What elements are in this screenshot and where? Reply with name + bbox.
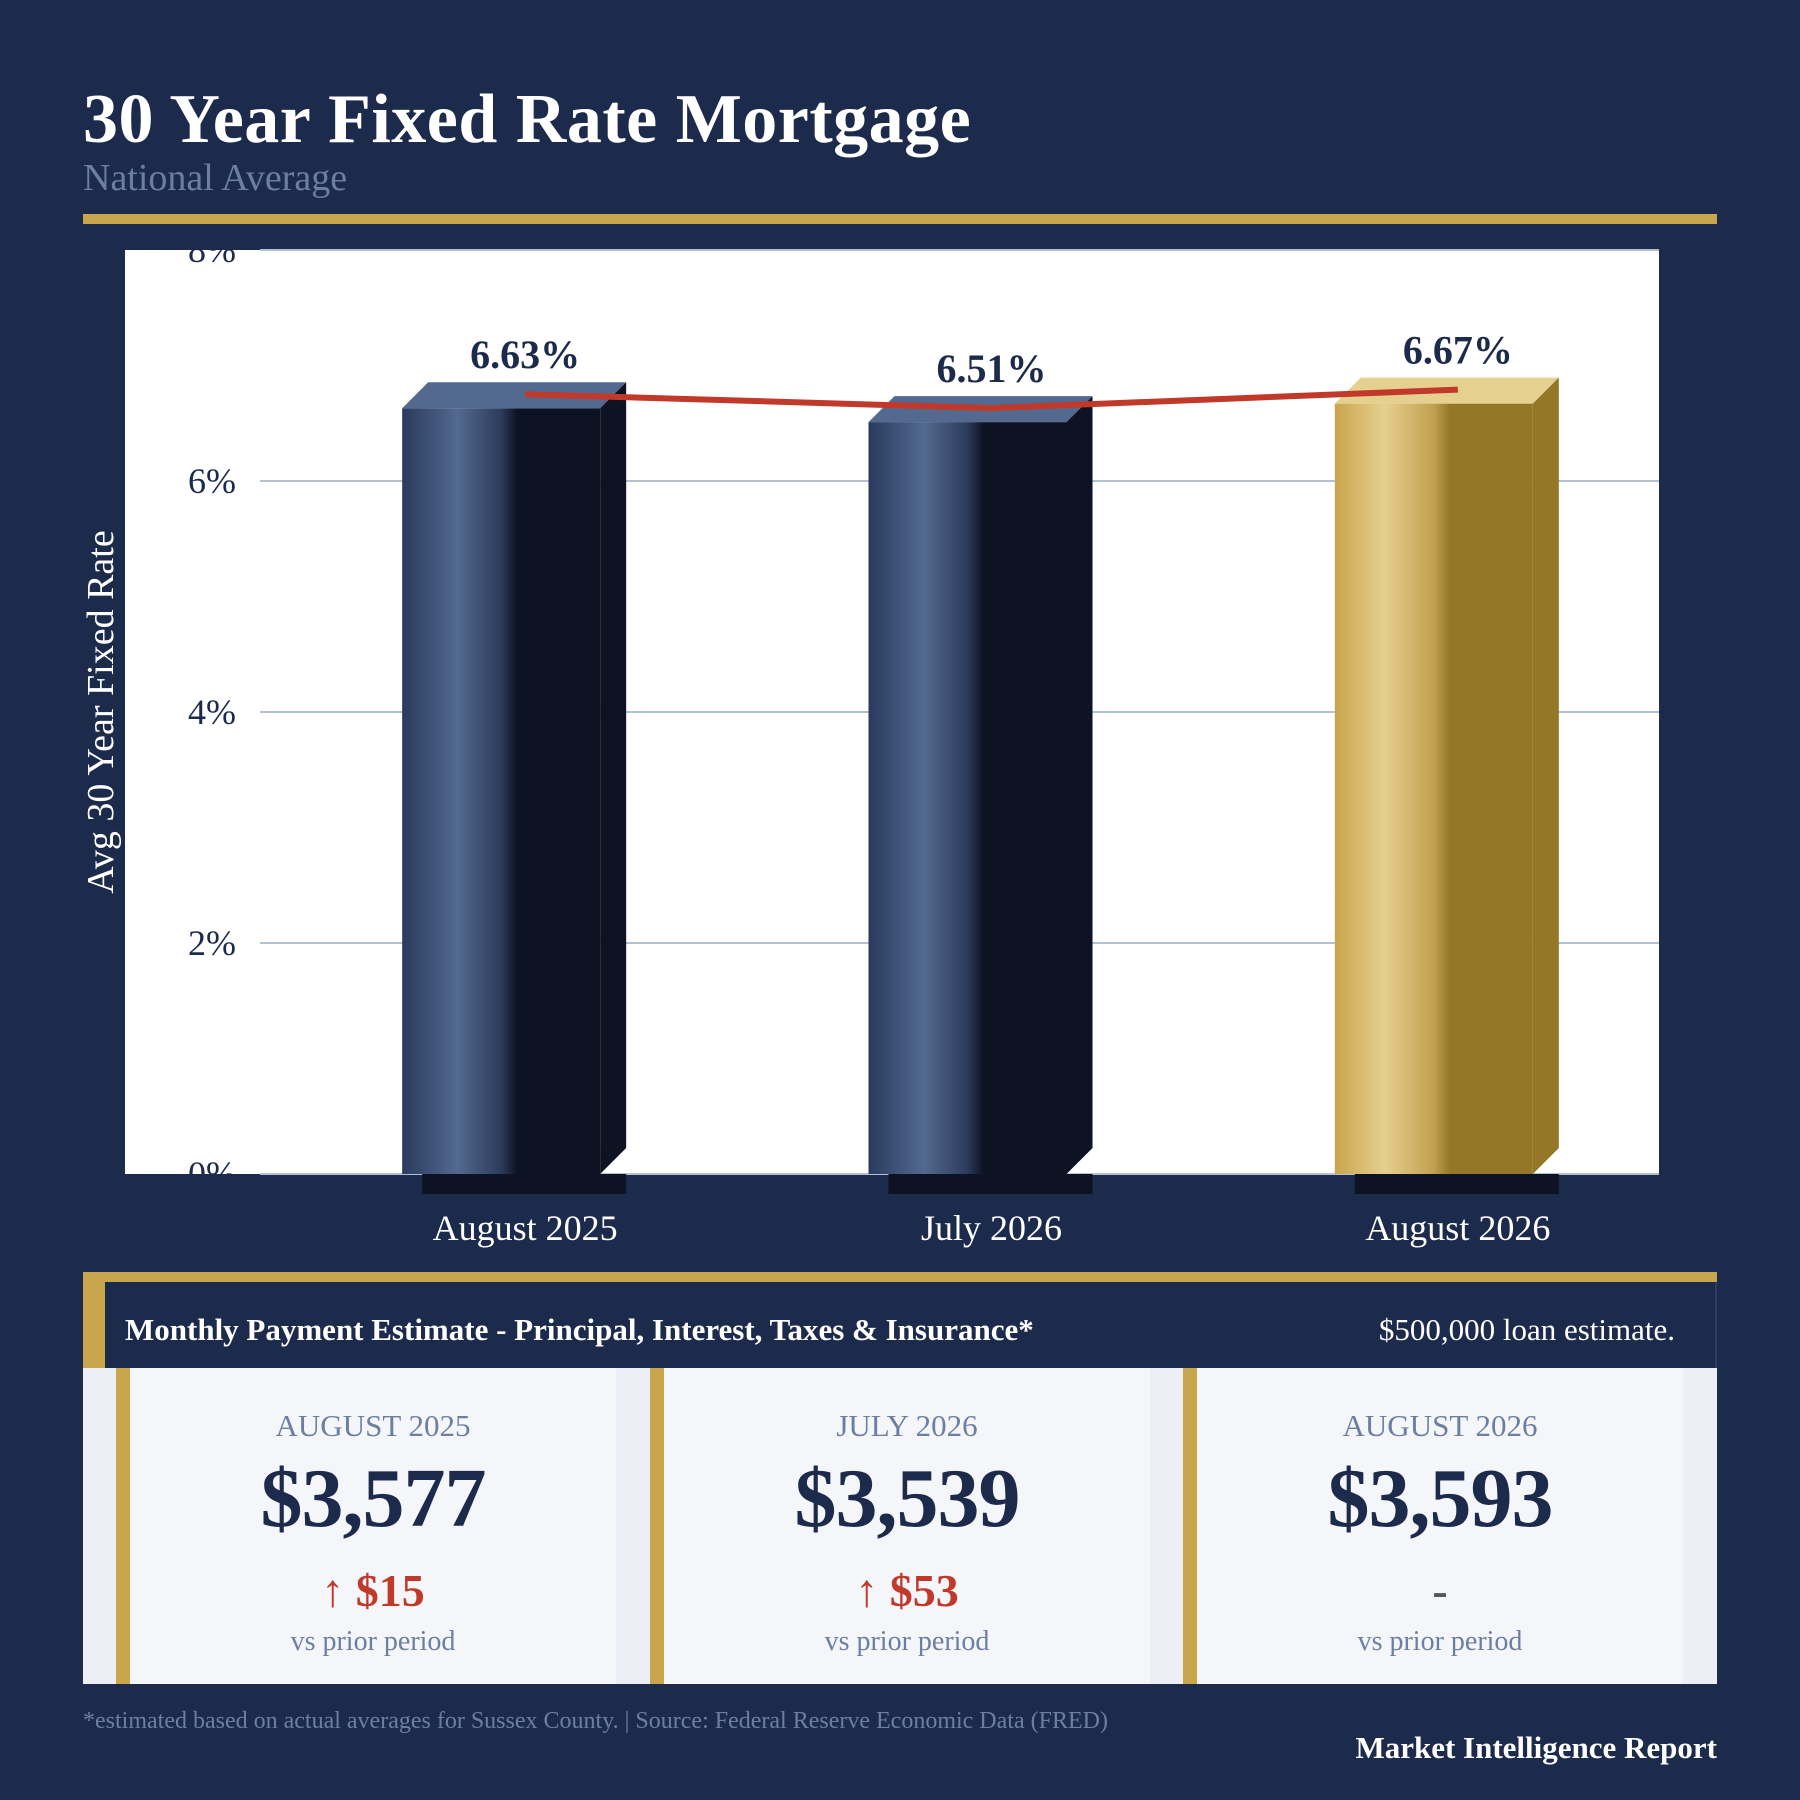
y-tick-label: 6% xyxy=(188,461,236,501)
bar-side xyxy=(1532,377,1559,1174)
bar xyxy=(868,396,1093,1194)
x-axis-labels: August 2025 July 2026 August 2026 xyxy=(433,1208,1551,1248)
footnote: *estimated based on actual averages for … xyxy=(83,1708,1108,1734)
page-title: 30 Year Fixed Rate Mortgage xyxy=(83,81,972,158)
y-axis-ticks: 0% 2% 4% 6% 8% xyxy=(188,230,236,1194)
brand-label: Market Intelligence Report xyxy=(1355,1730,1717,1765)
card-amount: $3,577 xyxy=(260,1452,487,1545)
title-divider xyxy=(83,214,1717,224)
x-tick-label: August 2026 xyxy=(1365,1208,1550,1248)
card-period: AUGUST 2026 xyxy=(1342,1408,1538,1443)
card-amount: $3,539 xyxy=(794,1452,1021,1545)
card-accent xyxy=(1183,1368,1197,1684)
bar xyxy=(1334,377,1559,1194)
bar-shadow xyxy=(888,1174,1093,1194)
card-change-label: vs prior period xyxy=(824,1626,990,1657)
bar-shadow xyxy=(1354,1174,1559,1194)
card-change: ↑ $15 xyxy=(321,1565,425,1616)
card-change: ↑ $53 xyxy=(855,1565,959,1616)
panel-divider xyxy=(83,1272,1717,1282)
card-amount: $3,593 xyxy=(1327,1452,1554,1545)
bar-value-label: 6.51% xyxy=(937,346,1047,391)
y-axis-label: Avg 30 Year Fixed Rate xyxy=(80,530,122,893)
value-labels: 6.63% 6.51% 6.67% xyxy=(470,328,1513,391)
card-change-label: vs prior period xyxy=(290,1626,456,1657)
card-change: - xyxy=(1432,1565,1448,1616)
page-subtitle: National Average xyxy=(83,157,348,199)
payment-card: AUGUST 2025 $3,577 ↑ $15 vs prior period xyxy=(116,1368,616,1684)
bar-front xyxy=(402,408,601,1174)
y-tick-label: 4% xyxy=(188,692,236,732)
card-period: JULY 2026 xyxy=(836,1408,978,1443)
y-tick-label: 0% xyxy=(188,1154,236,1194)
payment-card: JULY 2026 $3,539 ↑ $53 vs prior period xyxy=(650,1368,1150,1684)
bar-side xyxy=(1066,396,1093,1175)
bars xyxy=(402,377,1559,1194)
card-period: AUGUST 2025 xyxy=(275,1408,471,1443)
bar-value-label: 6.67% xyxy=(1403,328,1513,373)
bar-value-label: 6.63% xyxy=(470,332,580,377)
x-tick-label: August 2025 xyxy=(433,1208,618,1248)
payment-card: AUGUST 2026 $3,593 - vs prior period xyxy=(1183,1368,1683,1684)
panel-title: Monthly Payment Estimate - Principal, In… xyxy=(125,1312,1034,1347)
card-accent xyxy=(650,1368,664,1684)
payment-cards: AUGUST 2025 $3,577 ↑ $15 vs prior period… xyxy=(83,1368,1717,1684)
card-accent xyxy=(116,1368,130,1684)
bar-top xyxy=(402,382,627,409)
panel-header-accent xyxy=(83,1282,105,1368)
bar-shadow xyxy=(422,1174,627,1194)
bar xyxy=(402,382,627,1194)
bar-front xyxy=(868,422,1067,1175)
bar-front xyxy=(1334,403,1533,1174)
y-tick-label: 2% xyxy=(188,923,236,963)
bar-side xyxy=(600,382,627,1174)
y-tick-label: 8% xyxy=(188,230,236,270)
payment-panel: Monthly Payment Estimate - Principal, In… xyxy=(83,1272,1717,1684)
loan-estimate-note: $500,000 loan estimate. xyxy=(1378,1312,1675,1347)
rate-chart: 6.63% 6.51% 6.67% 0% 2% 4% 6% 8% August 2025 Ju… xyxy=(80,230,1659,1248)
trend-line-path xyxy=(525,386,1458,412)
card-change-label: vs prior period xyxy=(1357,1626,1523,1657)
panel-header: Monthly Payment Estimate - Principal, In… xyxy=(83,1282,1717,1368)
x-tick-label: July 2026 xyxy=(921,1208,1062,1248)
trend-line xyxy=(525,386,1458,412)
